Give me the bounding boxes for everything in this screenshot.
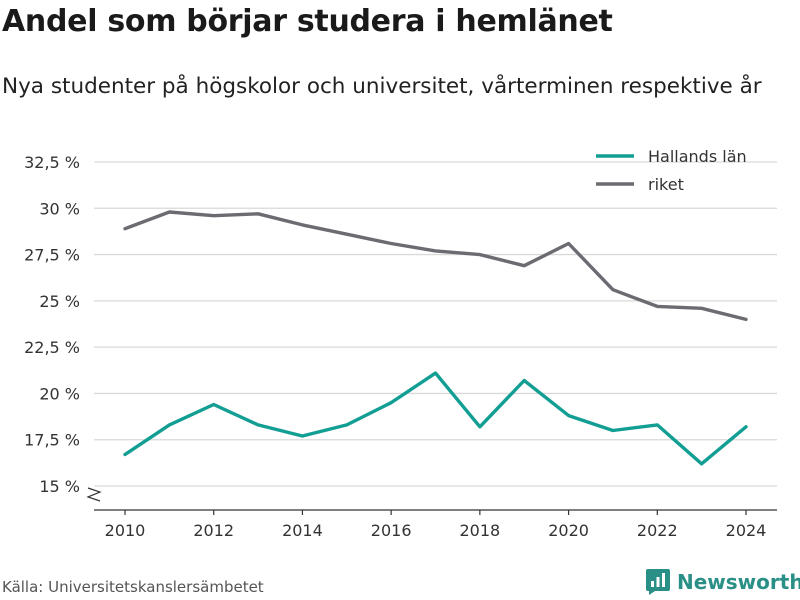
legend: Hallands län riket <box>596 147 747 194</box>
x-tick-label: 2024 <box>726 521 767 540</box>
x-tick-label: 2010 <box>105 521 146 540</box>
y-tick-label: 30 % <box>39 199 80 218</box>
newsworthy-logo-icon <box>646 569 670 595</box>
chart-subtitle: Nya studenter på högskolor och universit… <box>2 74 762 99</box>
y-tick-label: 15 % <box>39 477 80 496</box>
y-tick-label: 20 % <box>39 384 80 403</box>
grid-lines <box>94 161 777 487</box>
series-lines <box>123 210 748 466</box>
x-tick-label: 2022 <box>637 521 678 540</box>
x-tick-label: 2020 <box>548 521 589 540</box>
axis-break-mark <box>86 487 102 502</box>
x-tick-label: 2018 <box>459 521 500 540</box>
series-line-1 <box>123 210 748 322</box>
legend-label: riket <box>648 175 684 194</box>
x-axis <box>86 487 777 511</box>
x-axis-ticks: 2010 2012 2014 2016 2018 2020 2022 2024 <box>105 510 767 540</box>
y-tick-label: 25 % <box>39 292 80 311</box>
y-tick-label: 22,5 % <box>24 338 80 357</box>
brand-logo: Newsworthy <box>645 568 800 596</box>
x-tick-label: 2016 <box>371 521 412 540</box>
y-tick-label: 27,5 % <box>24 246 80 265</box>
series-line-0 <box>123 371 748 466</box>
y-tick-label: 32,5 % <box>24 153 80 172</box>
y-tick-label: 17,5 % <box>24 431 80 450</box>
brand-name: Newsworthy <box>677 570 800 594</box>
y-axis-ticks: 15 % 17,5 % 20 % 22,5 % 25 % 27,5 % 30 % 32,5 % <box>24 153 80 496</box>
line-chart: 15 % 17,5 % 20 % 22,5 % 25 % 27,5 % 30 % 32,5 %… <box>24 147 777 540</box>
source-note: Källa: Universitetskanslersämbetet <box>2 578 264 596</box>
x-tick-label: 2012 <box>193 521 234 540</box>
x-tick-label: 2014 <box>282 521 323 540</box>
legend-label: Hallands län <box>648 147 747 166</box>
chart-title: Andel som börjar studera i hemlänet <box>2 4 613 39</box>
